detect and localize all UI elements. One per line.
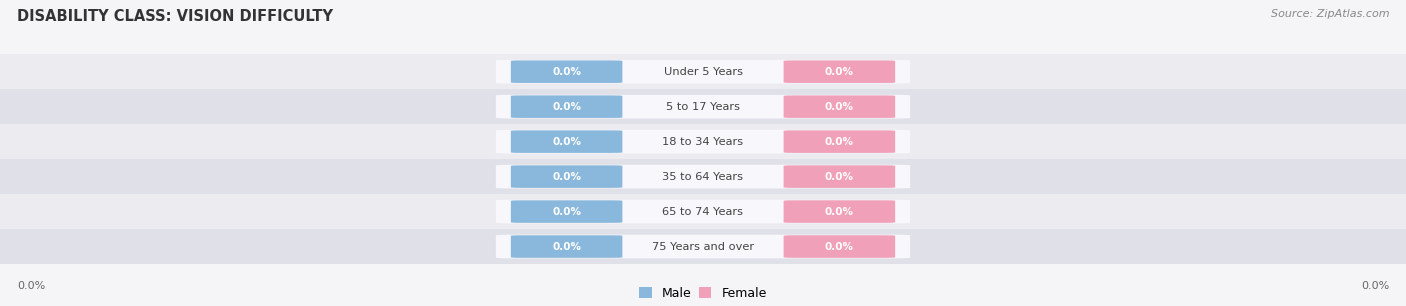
- Bar: [0, 89, 1406, 124]
- FancyBboxPatch shape: [496, 130, 910, 153]
- Text: 0.0%: 0.0%: [553, 137, 581, 147]
- Text: 5 to 17 Years: 5 to 17 Years: [666, 102, 740, 112]
- Text: DISABILITY CLASS: VISION DIFFICULTY: DISABILITY CLASS: VISION DIFFICULTY: [17, 9, 333, 24]
- Text: 0.0%: 0.0%: [553, 207, 581, 217]
- FancyBboxPatch shape: [783, 165, 896, 188]
- Text: Source: ZipAtlas.com: Source: ZipAtlas.com: [1271, 9, 1389, 19]
- Text: 75 Years and over: 75 Years and over: [652, 241, 754, 252]
- Text: 0.0%: 0.0%: [553, 172, 581, 181]
- Text: 0.0%: 0.0%: [825, 102, 853, 112]
- Bar: [0, 124, 1406, 159]
- Text: 18 to 34 Years: 18 to 34 Years: [662, 137, 744, 147]
- Text: 65 to 74 Years: 65 to 74 Years: [662, 207, 744, 217]
- FancyBboxPatch shape: [510, 235, 623, 258]
- FancyBboxPatch shape: [496, 200, 910, 223]
- Legend: Male, Female: Male, Female: [640, 287, 766, 300]
- FancyBboxPatch shape: [783, 235, 896, 258]
- FancyBboxPatch shape: [510, 130, 623, 153]
- FancyBboxPatch shape: [496, 165, 910, 188]
- FancyBboxPatch shape: [783, 95, 896, 118]
- Text: 35 to 64 Years: 35 to 64 Years: [662, 172, 744, 181]
- Text: 0.0%: 0.0%: [825, 172, 853, 181]
- Text: 0.0%: 0.0%: [825, 137, 853, 147]
- Bar: [0, 159, 1406, 194]
- FancyBboxPatch shape: [783, 60, 896, 83]
- Text: 0.0%: 0.0%: [1361, 281, 1389, 291]
- Bar: [0, 54, 1406, 89]
- FancyBboxPatch shape: [783, 130, 896, 153]
- Text: Under 5 Years: Under 5 Years: [664, 67, 742, 77]
- FancyBboxPatch shape: [496, 235, 910, 258]
- Text: 0.0%: 0.0%: [553, 102, 581, 112]
- Bar: [0, 229, 1406, 264]
- FancyBboxPatch shape: [510, 95, 623, 118]
- FancyBboxPatch shape: [496, 60, 910, 84]
- Text: 0.0%: 0.0%: [553, 67, 581, 77]
- Text: 0.0%: 0.0%: [17, 281, 45, 291]
- FancyBboxPatch shape: [510, 60, 623, 83]
- Text: 0.0%: 0.0%: [825, 207, 853, 217]
- Bar: [0, 194, 1406, 229]
- Text: 0.0%: 0.0%: [553, 241, 581, 252]
- FancyBboxPatch shape: [783, 200, 896, 223]
- FancyBboxPatch shape: [510, 200, 623, 223]
- FancyBboxPatch shape: [510, 165, 623, 188]
- Text: 0.0%: 0.0%: [825, 241, 853, 252]
- FancyBboxPatch shape: [496, 95, 910, 118]
- Text: 0.0%: 0.0%: [825, 67, 853, 77]
